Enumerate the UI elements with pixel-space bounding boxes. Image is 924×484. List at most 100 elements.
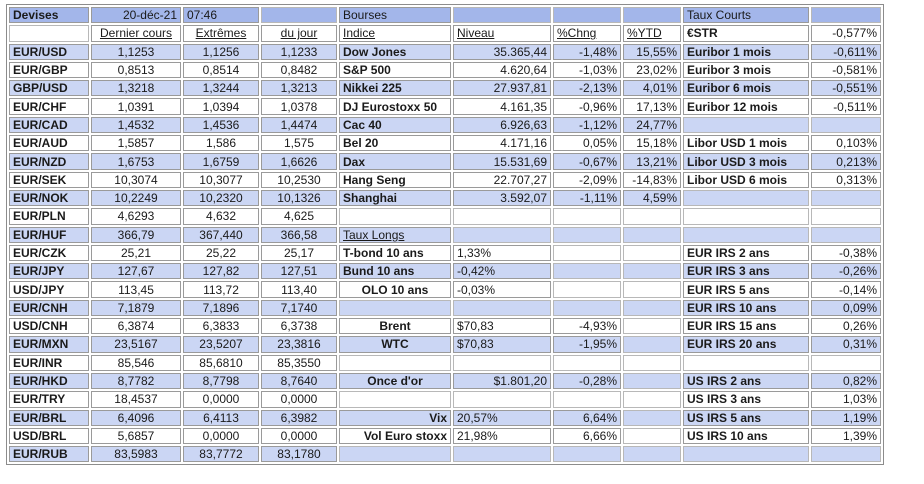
index-ytd: 4,59%: [623, 189, 681, 207]
fx-day: 6,3982: [261, 409, 337, 426]
rate-name: US IRS 3 ans: [683, 391, 809, 408]
rate-value: 0,103%: [811, 135, 881, 152]
fx-day: 0,8482: [261, 61, 337, 79]
fx-extreme: 1,1256: [183, 43, 259, 60]
index-level: [453, 446, 551, 463]
header-blank: [261, 7, 337, 24]
rate-value: [811, 208, 881, 225]
column-dernier-cours[interactable]: Dernier cours: [91, 25, 181, 42]
rate-name: US IRS 2 ans: [683, 372, 809, 390]
estr-label: €STR: [683, 25, 809, 42]
fx-last: 10,2249: [91, 189, 181, 207]
currency-pair: EUR/CNH: [9, 299, 89, 317]
fx-extreme: 113,72: [183, 281, 259, 298]
currency-pair: EUR/MXN: [9, 336, 89, 353]
fx-day: 0,0000: [261, 391, 337, 408]
fx-day: 10,2530: [261, 171, 337, 188]
index-name: [339, 208, 451, 225]
index-level: [453, 391, 551, 408]
rate-name: EUR IRS 15 ans: [683, 318, 809, 335]
fx-last: 6,3874: [91, 318, 181, 335]
fx-day: 83,1780: [261, 446, 337, 463]
bourses-heading: Bourses: [339, 7, 451, 24]
fx-day: 1,3213: [261, 80, 337, 97]
fx-day: 23,3816: [261, 336, 337, 353]
column-du-jour[interactable]: du jour: [261, 25, 337, 42]
fx-extreme: 0,8514: [183, 61, 259, 79]
fx-extreme: 1,0394: [183, 98, 259, 115]
rate-value: [811, 189, 881, 207]
fx-last: 1,4532: [91, 116, 181, 134]
index-name: Brent: [339, 318, 451, 335]
index-change: 6,64%: [553, 409, 621, 426]
index-name: [339, 354, 451, 371]
devises-heading: Devises: [9, 7, 89, 24]
currency-pair: USD/JPY: [9, 281, 89, 298]
fx-last: 113,45: [91, 281, 181, 298]
index-name: Bel 20: [339, 135, 451, 152]
index-ytd: [623, 318, 681, 335]
index-change: -1,03%: [553, 61, 621, 79]
index-name: Hang Seng: [339, 171, 451, 188]
currency-pair: EUR/PLN: [9, 208, 89, 225]
index-level: 3.592,07: [453, 189, 551, 207]
rate-value: [811, 226, 881, 243]
rate-name: Libor USD 1 mois: [683, 135, 809, 152]
fx-last: 0,8513: [91, 61, 181, 79]
table-row: EUR/GBP 0,8513 0,8514 0,8482 S&P 500 4.620,64…: [9, 61, 881, 79]
table-row: EUR/PLN 4,6293 4,632 4,625: [9, 208, 881, 225]
column-extremes[interactable]: Extrêmes: [183, 25, 259, 42]
index-change: -1,95%: [553, 336, 621, 353]
currency-pair: USD/BRL: [9, 427, 89, 445]
index-ytd: [623, 244, 681, 262]
fx-last: 6,4096: [91, 409, 181, 426]
column-ytd[interactable]: %YTD: [623, 25, 681, 42]
column-indice[interactable]: Indice: [339, 25, 451, 42]
table-row: EUR/CAD 1,4532 1,4536 1,4474 Cac 40 6.926,63-…: [9, 116, 881, 134]
index-name: Dax: [339, 153, 451, 170]
index-change: [553, 391, 621, 408]
fx-extreme: 85,6810: [183, 354, 259, 371]
rate-value: 0,82%: [811, 372, 881, 390]
rate-value: 1,39%: [811, 427, 881, 445]
rate-name: EUR IRS 2 ans: [683, 244, 809, 262]
fx-day: 6,3738: [261, 318, 337, 335]
currency-pair: EUR/CHF: [9, 98, 89, 115]
index-ytd: 13,21%: [623, 153, 681, 170]
index-name: Vol Euro stoxx: [339, 427, 451, 445]
fx-last: 4,6293: [91, 208, 181, 225]
fx-day: 127,51: [261, 263, 337, 280]
fx-last: 18,4537: [91, 391, 181, 408]
rate-name: EUR IRS 20 ans: [683, 336, 809, 353]
index-level: 1,33%: [453, 244, 551, 262]
index-change: [553, 281, 621, 298]
table-row: USD/JPY 113,45 113,72 113,40 OLO 10 ans -0,03…: [9, 281, 881, 298]
fx-extreme: 10,2320: [183, 189, 259, 207]
currency-pair: EUR/JPY: [9, 263, 89, 280]
table-row: EUR/HKD 8,7782 8,7798 8,7640 Once d'or $1.801…: [9, 372, 881, 390]
table-row: EUR/AUD 1,5857 1,586 1,575 Bel 20 4.171,16 0,0…: [9, 135, 881, 152]
column-chng[interactable]: %Chng: [553, 25, 621, 42]
index-ytd: [623, 391, 681, 408]
column-niveau[interactable]: Niveau: [453, 25, 551, 42]
fx-last: 25,21: [91, 244, 181, 262]
index-level: 15.531,69: [453, 153, 551, 170]
fx-extreme: 0,0000: [183, 427, 259, 445]
fx-extreme: 10,3077: [183, 171, 259, 188]
rate-value: 0,31%: [811, 336, 881, 353]
index-ytd: 24,77%: [623, 116, 681, 134]
index-name: DJ Eurostoxx 50: [339, 98, 451, 115]
index-level: 21,98%: [453, 427, 551, 445]
rate-value: [811, 446, 881, 463]
fx-day: 366,58: [261, 226, 337, 243]
fx-last: 5,6857: [91, 427, 181, 445]
fx-extreme: 0,0000: [183, 391, 259, 408]
fx-day: 10,1326: [261, 189, 337, 207]
fx-last: 127,67: [91, 263, 181, 280]
index-name: Dow Jones: [339, 43, 451, 60]
rate-name: [683, 208, 809, 225]
date-cell: 20-déc-21: [91, 7, 181, 24]
table-row: EUR/MXN 23,5167 23,5207 23,3816 WTC $70,83 -1,…: [9, 336, 881, 353]
index-ytd: 4,01%: [623, 80, 681, 97]
index-ytd: [623, 299, 681, 317]
